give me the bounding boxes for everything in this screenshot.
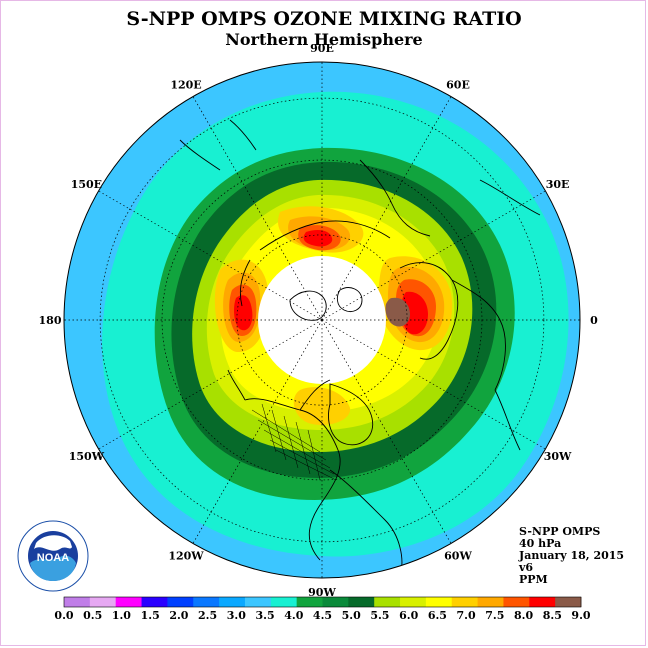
colorbar-swatch-5 (193, 597, 220, 607)
colorbar-tick-17: 8.5 (543, 609, 562, 622)
colorbar-swatch-1 (89, 597, 117, 607)
us-state-borders (251, 403, 337, 481)
colorbar-swatch-2 (115, 597, 142, 607)
colorbar-swatch-7 (244, 597, 272, 607)
colorbar-swatch-14 (425, 597, 453, 607)
north-america-coast (227, 369, 341, 561)
colorbar-tick-11: 5.5 (370, 609, 389, 622)
colorbar-tick-12: 6.0 (399, 609, 418, 622)
south-america-coast (329, 469, 403, 576)
parallel-0 (236, 234, 408, 406)
lon-label-5: 60W (444, 550, 472, 563)
colorbar-swatch-15 (451, 597, 478, 607)
colorbar-swatch-0 (64, 597, 91, 607)
lon-label-10: 150E (71, 178, 102, 191)
colorbar-tick-9: 4.5 (313, 609, 332, 622)
map-subtitle: Northern Hemisphere (225, 30, 423, 49)
colorbar-tick-16: 8.0 (514, 609, 533, 622)
colorbar-swatch-16 (477, 597, 504, 607)
colorbar-swatch-19 (555, 597, 582, 607)
colorbar-tick-0: 0.0 (54, 609, 73, 622)
colorbar-tick-10: 5.0 (342, 609, 361, 622)
colorbar-tick-6: 3.0 (227, 609, 246, 622)
meridian-300 (321, 319, 452, 544)
colorbar-swatch-9 (296, 597, 323, 607)
parallel-2 (99, 97, 545, 543)
meridian-120 (192, 96, 323, 321)
noaa-logo-text: NOAA (37, 552, 69, 564)
meridian-210 (98, 319, 323, 450)
lon-label-4: 30W (544, 450, 572, 463)
lon-label-6: 90W (308, 586, 336, 599)
parallel-1 (161, 159, 483, 481)
graticule (64, 62, 580, 578)
lon-label-1: 60E (446, 78, 470, 91)
pacific-islands (179, 119, 257, 171)
meridian-330 (321, 319, 546, 450)
colorbar-swatch-6 (219, 597, 246, 607)
meridian-30 (321, 190, 546, 321)
colorbar-swatch-8 (270, 597, 298, 607)
lon-label-7: 120W (168, 550, 204, 563)
colorbar-tick-3: 1.5 (141, 609, 160, 622)
info-level: 40 hPa (519, 537, 562, 550)
colorbar-swatch-18 (529, 597, 556, 607)
colorbar-swatch-3 (141, 597, 168, 607)
colorbar-tick-18: 9.0 (571, 609, 590, 622)
colorbar: 0.0 0.5 1.0 1.5 2.0 2.5 3.0 3.5 4.0 4.5 5.0 5.5 6.0 6… (54, 596, 591, 622)
colorbar-tick-13: 6.5 (428, 609, 447, 622)
globe-outline (63, 61, 581, 579)
ozone-band-8.5 (234, 230, 428, 335)
colorbar-tick-1: 0.5 (83, 609, 102, 622)
meridian-240 (192, 319, 323, 544)
colorbar-tick-15: 7.5 (485, 609, 504, 622)
colorbar-tick-8: 4.0 (284, 609, 303, 622)
meridian-60 (321, 96, 452, 321)
africa-coast (479, 179, 541, 451)
lon-label-3: 0 (590, 314, 598, 327)
arctic-islands (289, 287, 363, 321)
lon-label-8: 150W (69, 450, 105, 463)
info-instrument: S-NPP OMPS (519, 525, 601, 538)
europe-coast (399, 262, 506, 391)
colorbar-swatch-4 (167, 597, 194, 607)
ozone-band-7.0 (214, 206, 453, 426)
colorbar-tick-7: 3.5 (256, 609, 275, 622)
info-units: PPM (519, 573, 548, 586)
colorbar-swatch-17 (503, 597, 530, 607)
ozone-band-9.0 (385, 297, 410, 327)
colorbar-tick-5: 2.5 (198, 609, 217, 622)
map-title: S-NPP OMPS OZONE MIXING RATIO (126, 8, 522, 30)
colorbar-swatch-10 (322, 597, 349, 607)
colorbar-swatch-11 (348, 597, 375, 607)
info-version: v6 (519, 561, 534, 574)
longitude-labels: 90E 60E 30E 0 30W 60W 90W 120W 150W 180 150E 120E (39, 42, 599, 599)
colorbar-tick-2: 1.0 (112, 609, 131, 622)
colorbar-tick-4: 2.0 (169, 609, 188, 622)
noaa-logo: NOAA (16, 519, 90, 593)
lon-label-2: 30E (546, 178, 570, 191)
meridian-150 (98, 190, 323, 321)
colorbar-tick-14: 7.0 (457, 609, 476, 622)
colorbar-border (63, 596, 582, 608)
colorbar-swatch-12 (374, 597, 401, 607)
lon-label-0: 90E (310, 42, 334, 55)
lon-label-9: 180 (39, 314, 62, 327)
lon-label-11: 120E (170, 78, 201, 91)
colorbar-swatch-13 (400, 597, 427, 607)
coastlines (179, 119, 541, 576)
asia-coast (239, 159, 431, 307)
info-date: January 18, 2015 (519, 549, 625, 562)
